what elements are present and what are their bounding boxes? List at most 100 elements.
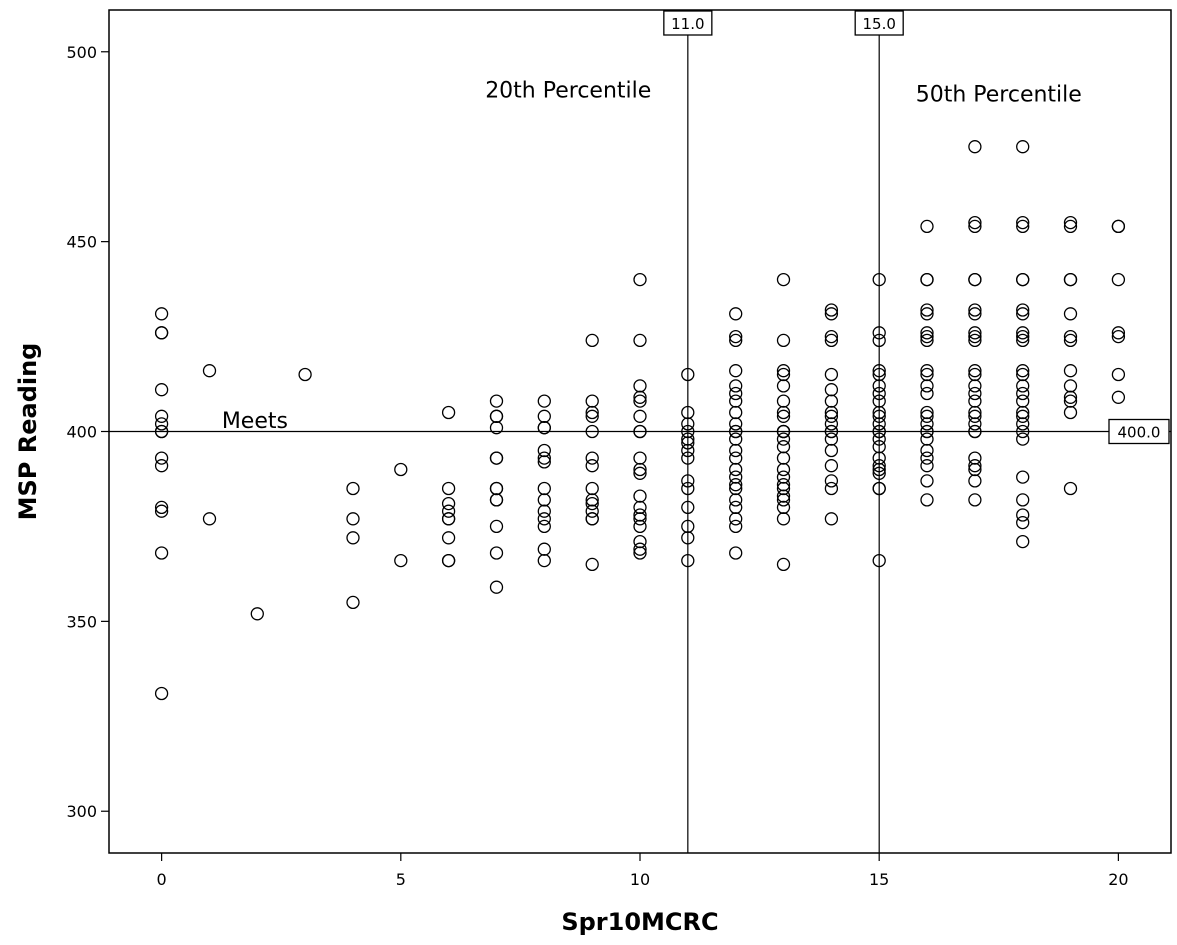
- data-point: [154, 500, 169, 515]
- data-point: [154, 417, 169, 431]
- data-point: [968, 329, 982, 344]
- data-point: [441, 481, 456, 496]
- data-point: [968, 386, 982, 401]
- data-point: [776, 432, 791, 446]
- data-point: [633, 519, 647, 534]
- data-point: [250, 607, 264, 621]
- y-tick-label: 400: [66, 423, 97, 442]
- data-point: [1111, 390, 1126, 404]
- annotation-label: 50th Percentile: [916, 83, 1082, 108]
- data-point: [1016, 329, 1030, 344]
- data-point: [202, 364, 217, 378]
- data-point: [1016, 386, 1030, 401]
- reference-label-box: [1108, 418, 1170, 445]
- data-point: [968, 379, 982, 393]
- data-point: [729, 546, 743, 560]
- data-point: [968, 219, 982, 234]
- data-point: [729, 432, 743, 446]
- data-point: [441, 405, 456, 420]
- data-point: [1111, 367, 1126, 382]
- data-point: [394, 462, 408, 477]
- x-tick-label: 20: [1108, 870, 1128, 889]
- data-point: [633, 542, 647, 556]
- data-point: [920, 386, 934, 401]
- data-point: [585, 409, 599, 423]
- data-point: [729, 512, 743, 526]
- data-point: [585, 504, 599, 518]
- data-point: [1016, 272, 1030, 287]
- data-point: [633, 512, 647, 526]
- data-point: [729, 394, 743, 408]
- data-point: [920, 219, 934, 234]
- data-point: [633, 546, 647, 560]
- points-layer: [154, 140, 1126, 701]
- data-point: [537, 493, 551, 507]
- data-point: [920, 333, 934, 348]
- data-point: [729, 443, 743, 458]
- data-point: [537, 481, 551, 496]
- data-point: [537, 512, 551, 526]
- data-point: [920, 307, 934, 321]
- data-point: [441, 553, 456, 568]
- data-point: [920, 493, 934, 507]
- annotation-label: 20th Percentile: [485, 79, 651, 104]
- data-point: [968, 140, 982, 154]
- data-point: [633, 379, 647, 393]
- data-point: [154, 459, 169, 473]
- data-point: [776, 493, 791, 507]
- annotations-layer: 20th Percentile 50th Percentile Meets: [222, 79, 1082, 434]
- data-point: [729, 417, 743, 431]
- data-point: [537, 394, 551, 408]
- data-point: [968, 474, 982, 488]
- data-point: [489, 421, 504, 435]
- data-point: [729, 493, 743, 507]
- data-point: [346, 595, 360, 610]
- data-point: [1063, 333, 1078, 348]
- data-point: [1016, 432, 1030, 446]
- data-point: [441, 512, 456, 526]
- data-point: [968, 272, 982, 287]
- data-point: [824, 383, 839, 397]
- data-point: [585, 451, 599, 465]
- data-point: [585, 496, 599, 511]
- data-point: [1063, 481, 1078, 496]
- data-point: [1016, 215, 1030, 230]
- data-point: [585, 481, 599, 496]
- data-point: [729, 451, 743, 465]
- data-point: [1016, 219, 1030, 234]
- y-tick-label: 450: [66, 233, 97, 252]
- data-point: [729, 500, 743, 515]
- data-point: [489, 546, 504, 560]
- data-point: [1016, 508, 1030, 522]
- data-point: [441, 496, 456, 511]
- data-point: [824, 417, 839, 431]
- data-point: [633, 409, 647, 423]
- reference-label: 400.0: [1118, 424, 1161, 442]
- data-point: [489, 481, 504, 496]
- data-point: [537, 553, 551, 568]
- data-point: [968, 409, 982, 423]
- data-point: [1016, 470, 1030, 484]
- data-point: [1063, 329, 1078, 344]
- data-point: [1016, 379, 1030, 393]
- data-point: [1016, 364, 1030, 378]
- data-point: [920, 417, 934, 431]
- data-point: [1111, 326, 1126, 340]
- data-point: [776, 379, 791, 393]
- data-point: [920, 379, 934, 393]
- data-point: [968, 493, 982, 507]
- data-point: [1016, 409, 1030, 423]
- data-point: [1111, 329, 1126, 344]
- data-point: [968, 307, 982, 321]
- data-point: [346, 512, 360, 526]
- data-point: [1016, 515, 1030, 530]
- data-point: [920, 474, 934, 488]
- data-point: [489, 394, 504, 408]
- data-point: [920, 272, 934, 287]
- reference-label: 11.0: [671, 15, 704, 33]
- x-axis-title: Spr10MCRC: [561, 908, 718, 936]
- data-point: [968, 215, 982, 230]
- data-point: [729, 379, 743, 393]
- data-point: [776, 364, 791, 378]
- data-point: [537, 504, 551, 518]
